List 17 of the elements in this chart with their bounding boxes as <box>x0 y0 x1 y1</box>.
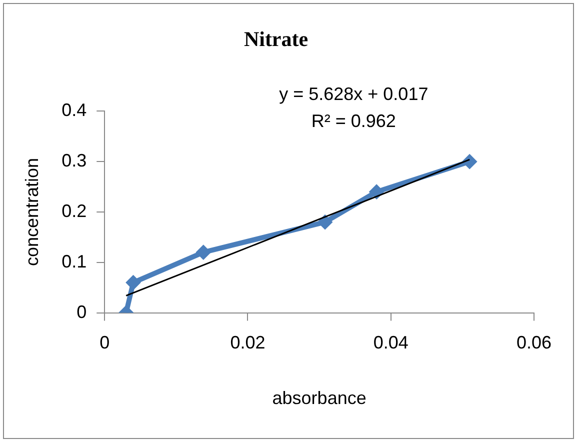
x-tick-label: 0.04 <box>373 332 408 353</box>
x-tick-label: 0.02 <box>230 332 266 353</box>
annotation: R² = 0.962 <box>311 111 396 132</box>
point <box>126 275 141 290</box>
chart-title: Nitrate <box>244 27 308 52</box>
x-tick-label: 0.06 <box>516 332 552 353</box>
point <box>318 214 333 230</box>
point <box>196 244 211 260</box>
y-tick-label: 0 <box>76 302 87 322</box>
y-tick-label: 0.2 <box>62 200 87 221</box>
y-tick-label: 0.1 <box>62 251 87 272</box>
x-axis-title: absorbance <box>272 388 366 408</box>
y-axis-title: concentration <box>22 158 42 266</box>
y-tick-label: 0.4 <box>62 100 87 120</box>
y-tick-label: 0.3 <box>62 150 87 171</box>
x-tick-label: 0 <box>100 332 110 353</box>
text: y = 5.628x + 0.017 <box>279 84 428 104</box>
